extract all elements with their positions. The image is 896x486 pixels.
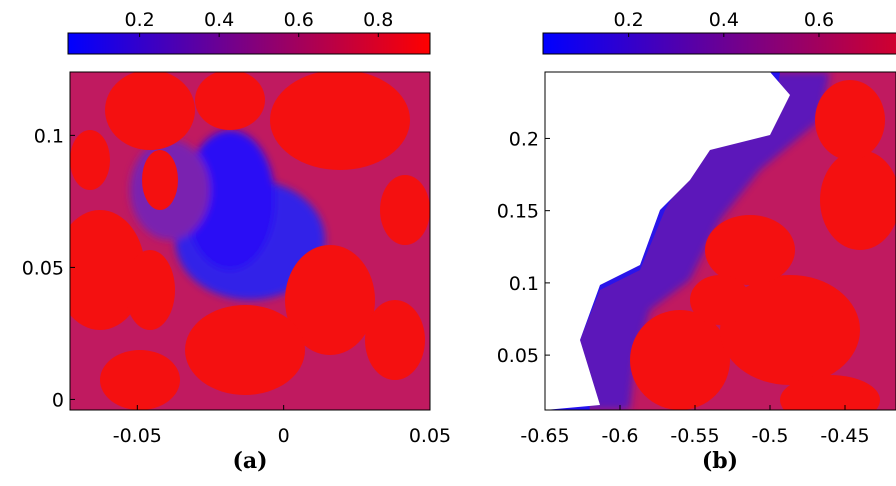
y-tick-label: 0 <box>52 389 64 411</box>
panel-label: (b) <box>702 448 738 474</box>
x-tick-label: -0.6 <box>601 425 638 447</box>
y-tick-label: 0.05 <box>22 257 64 279</box>
x-tick-label: -0.65 <box>520 425 569 447</box>
x-tick-label: 0.05 <box>409 425 451 447</box>
x-tick-label: -0.55 <box>670 425 719 447</box>
heatmap-blobs <box>630 80 896 410</box>
heatmap-image <box>70 72 430 410</box>
heatmap-blobs <box>70 72 430 410</box>
x-tick-label: -0.05 <box>113 425 162 447</box>
colorbar-tick-label: 0.8 <box>363 9 393 31</box>
y-tick-label: 0.05 <box>497 345 539 367</box>
colorbar-tick-label: 0.2 <box>124 9 154 31</box>
y-tick-label: 0.1 <box>34 125 64 147</box>
colorbar-tick-label: 0.2 <box>614 9 644 31</box>
y-tick-label: 0.15 <box>497 201 539 223</box>
y-tick-label: 0.2 <box>509 128 539 150</box>
plot-frame <box>544 71 896 411</box>
x-tick-label: -0.45 <box>820 425 869 447</box>
y-tick-label: 0.1 <box>509 273 539 295</box>
panel-label: (a) <box>232 448 267 474</box>
colorbar-tick-label: 0.4 <box>204 9 234 31</box>
colorbar-tick-label: 0.6 <box>804 9 834 31</box>
colorbar <box>542 32 896 55</box>
colorbar <box>67 32 431 55</box>
colorbar-tick-label: 0.6 <box>284 9 314 31</box>
x-tick-label: -0.5 <box>751 425 788 447</box>
heatmap-image <box>545 72 896 410</box>
plot-frame <box>69 71 431 411</box>
x-tick-label: 0 <box>278 425 290 447</box>
colorbar-tick-label: 0.4 <box>709 9 739 31</box>
